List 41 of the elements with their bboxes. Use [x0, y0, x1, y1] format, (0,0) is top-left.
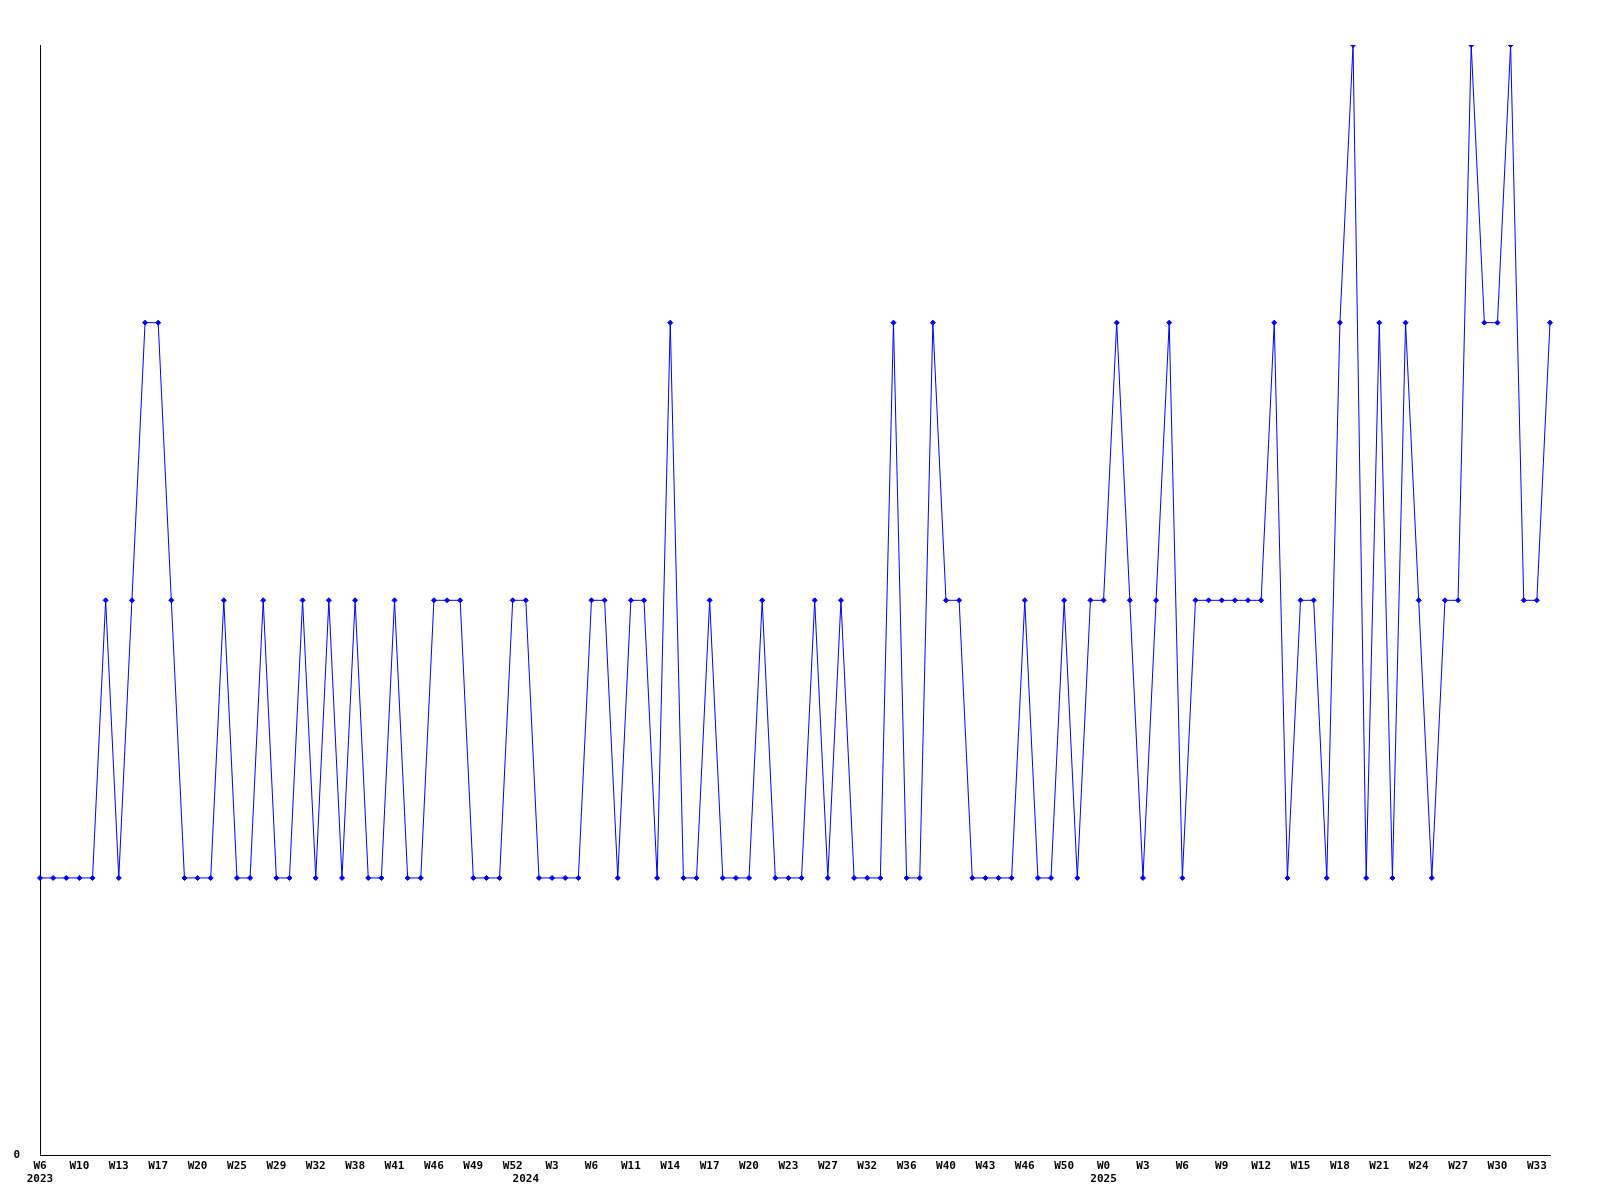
x-tick-label: W46: [1014, 1159, 1036, 1173]
x-tick-label: W33: [1526, 1159, 1547, 1173]
x-tick-label: W40: [936, 1159, 956, 1173]
x-tick-label: W38: [345, 1159, 366, 1173]
x-tick-label: W14: [660, 1159, 681, 1173]
x-tick-label: W12: [1251, 1159, 1272, 1173]
x-tick-label: W43: [975, 1159, 996, 1173]
x-tick-label: W13: [108, 1159, 129, 1173]
x-tick-label: W52: [502, 1159, 523, 1173]
text: 0: [13, 1148, 20, 1162]
x-tick-label: W50: [1054, 1159, 1075, 1173]
x-tick-label: W9: [1215, 1159, 1229, 1173]
x-tick-label: W10: [69, 1159, 90, 1173]
x-tick-label: W36: [896, 1159, 917, 1173]
x-tick-label: W32: [305, 1159, 326, 1173]
x-tick-label: W46: [423, 1159, 445, 1173]
x-tick-label: W6 2023: [26, 1159, 54, 1186]
x-tick-label: W32: [857, 1159, 878, 1173]
x-tick-label: W20: [739, 1159, 759, 1173]
x-tick-label: W41: [384, 1159, 405, 1173]
x-tick-label: W6: [584, 1159, 599, 1173]
x-tick-label: W18: [1329, 1159, 1350, 1173]
x-tick-label: W17: [699, 1159, 720, 1173]
x-tick-label: W49: [463, 1159, 484, 1173]
x-tick-label: W15: [1290, 1159, 1311, 1173]
x-tick-label: W3: [545, 1159, 559, 1173]
x-tick-label: W27: [817, 1159, 838, 1173]
x-tick-label: W30: [1487, 1159, 1508, 1173]
x-tick-label: 2024: [512, 1172, 540, 1186]
x-tick-label: W20: [187, 1159, 208, 1173]
x-tick-label: W24: [1408, 1159, 1429, 1173]
x-tick-label: W29: [266, 1159, 287, 1173]
x-tick-label: W27: [1448, 1159, 1469, 1173]
x-tick-label: W17: [148, 1159, 169, 1173]
x-tick-label: W3: [1136, 1159, 1150, 1173]
x-tick-label: W25: [227, 1159, 247, 1173]
x-tick-label: W0 2025: [1090, 1159, 1117, 1186]
x-tick-label: W6: [1175, 1159, 1190, 1173]
x-tick-label: W11: [620, 1159, 642, 1173]
x-tick-label: W23: [778, 1159, 799, 1173]
x-tick-label: W21: [1369, 1159, 1390, 1173]
